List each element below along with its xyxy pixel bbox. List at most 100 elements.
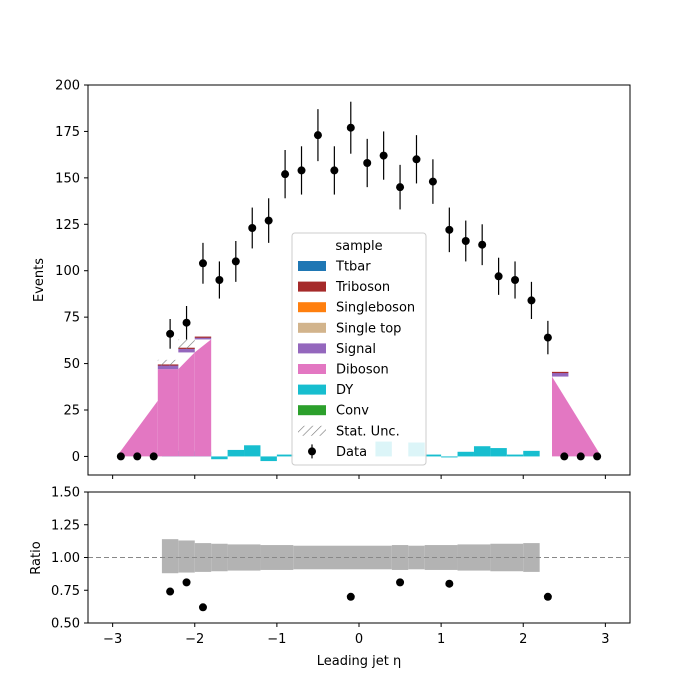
legend-swatch [298, 343, 326, 354]
data-point [281, 170, 290, 179]
ratio-y-ticks: 0.50 0.75 1.00 1.25 1.50 [51, 486, 88, 632]
data-point [543, 333, 552, 342]
dy-bar [473, 446, 491, 457]
ratio-x-ticks: −3 −2 −1 0 1 2 3 [103, 623, 610, 647]
legend-swatch [298, 364, 326, 374]
main-x-ticks [112, 475, 606, 479]
diboson-bar [551, 376, 602, 457]
data-point [511, 276, 520, 284]
legend-label: Triboson [335, 280, 390, 295]
data-point [182, 318, 191, 327]
ratio-points [166, 578, 552, 612]
legend-label: Singleboson [336, 301, 415, 316]
diboson-bar [178, 352, 195, 457]
diboson-bar [116, 400, 158, 457]
ratio-point [182, 578, 191, 587]
data-point [461, 237, 470, 245]
data-point [149, 452, 158, 461]
legend-label: Diboson [336, 363, 389, 378]
legend-marker [308, 447, 316, 456]
legend-swatch [298, 322, 326, 333]
data-point [248, 224, 257, 232]
ratio-y-axis-label: Ratio [29, 541, 44, 574]
x-axis-label: Leading jet η [317, 654, 402, 669]
legend-label: Single top [336, 321, 401, 336]
x-tick-label: −2 [185, 632, 204, 647]
y-tick-label: 25 [63, 404, 80, 419]
data-point [576, 452, 585, 461]
y-tick-label: 175 [55, 125, 80, 140]
legend-swatch [298, 281, 326, 292]
y-tick-label: 200 [55, 79, 80, 94]
legend-label: DY [336, 383, 353, 398]
data-point [396, 183, 405, 192]
legend-label: Data [336, 445, 367, 460]
data-point [330, 166, 339, 175]
ratio-unc-segment [161, 539, 179, 574]
legend-swatch [298, 302, 326, 313]
data-point [445, 225, 454, 234]
legend-swatch [298, 405, 326, 416]
stat-unc-box [178, 339, 195, 349]
legend-label: Stat. Unc. [336, 424, 400, 439]
data-point [346, 123, 355, 132]
y-tick-label: 75 [63, 311, 80, 326]
ratio-y-tick-label: 0.75 [51, 584, 80, 599]
dy-bar [227, 449, 245, 457]
data-point [166, 329, 175, 338]
signal-cap [157, 365, 179, 370]
ratio-y-tick-label: 1.00 [51, 551, 80, 566]
data-point [297, 166, 306, 175]
x-tick-label: 1 [437, 632, 445, 647]
triboson-cap [551, 371, 569, 374]
data-point [231, 257, 240, 266]
data-point [412, 155, 421, 164]
data-point [494, 272, 503, 281]
x-tick-label: 0 [355, 632, 363, 647]
legend-swatch [298, 261, 326, 271]
signal-cap [178, 348, 195, 353]
dy-bar [506, 454, 524, 457]
legend-swatch [298, 425, 326, 436]
x-tick-label: −3 [103, 632, 122, 647]
legend-label: Ttbar [335, 260, 371, 275]
ratio-point [543, 592, 552, 601]
data-point [527, 296, 536, 305]
dy-bar [523, 450, 540, 457]
dy-bar [244, 445, 261, 457]
ratio-unc-segment [293, 545, 392, 570]
diboson-histogram [116, 339, 602, 457]
y-tick-label: 50 [63, 357, 80, 372]
dy-bar [441, 456, 458, 458]
dy-bar [276, 454, 294, 457]
ratio-y-tick-label: 1.25 [51, 518, 80, 533]
legend-label: Conv [336, 404, 369, 419]
ratio-unc-segment [178, 540, 195, 573]
data-point [264, 216, 273, 225]
data-point [363, 159, 372, 167]
data-point [560, 452, 569, 461]
x-tick-label: −1 [267, 632, 286, 647]
ratio-y-tick-label: 1.50 [51, 486, 80, 501]
data-point [428, 177, 437, 186]
dy-bar [260, 456, 277, 462]
data-point [116, 452, 125, 461]
y-tick-label: 125 [55, 218, 80, 233]
ratio-point [198, 603, 207, 612]
data-point [593, 452, 602, 461]
stat-unc-box [157, 359, 179, 366]
dy-bar [211, 456, 228, 460]
signal-cap [551, 372, 569, 377]
ratio-panel: 0.50 0.75 1.00 1.25 1.50 −3 −2 −1 0 1 2 3 Ratio Le… [29, 486, 631, 669]
diboson-bar [194, 339, 212, 457]
ratio-point [166, 587, 175, 596]
data-point [198, 259, 207, 268]
legend-entries: Ttbar Triboson Singleboson Single top Signal… [298, 260, 415, 460]
x-tick-label: 2 [519, 632, 527, 647]
ratio-unc-band [161, 539, 540, 574]
ratio-point [346, 592, 355, 601]
y-tick-label: 150 [55, 171, 80, 186]
y-axis-label: Events [32, 258, 47, 302]
diboson-bar [157, 369, 179, 457]
